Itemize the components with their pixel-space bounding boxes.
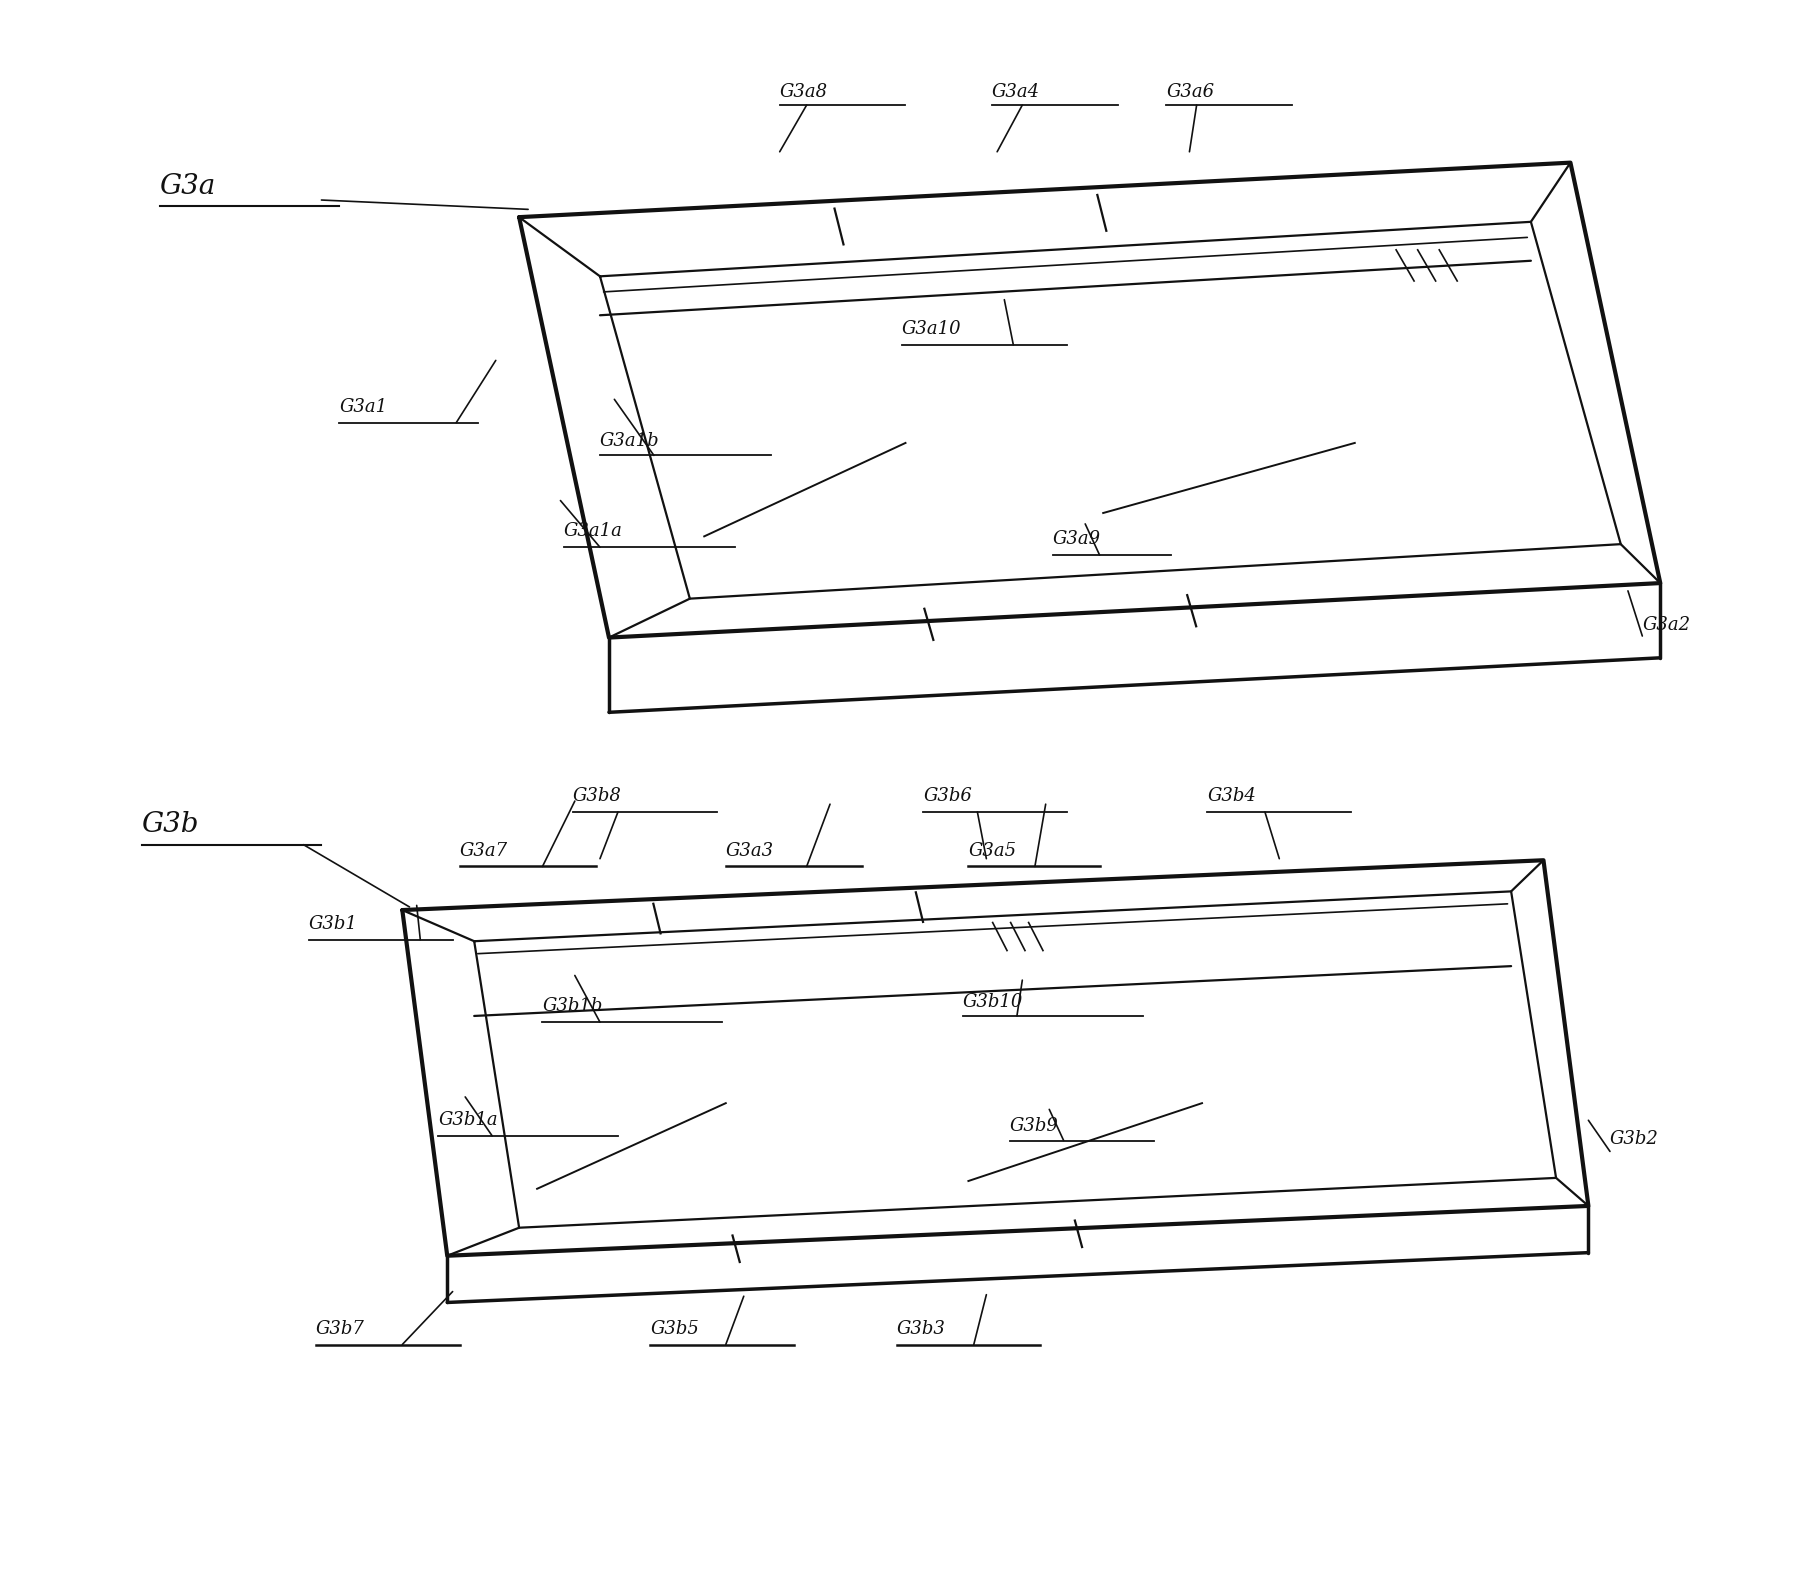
Text: G3b10: G3b10	[963, 993, 1023, 1010]
Text: G3b9: G3b9	[1011, 1117, 1059, 1136]
Text: G3b5: G3b5	[650, 1320, 699, 1337]
Text: G3b7: G3b7	[317, 1320, 366, 1337]
Text: G3a9: G3a9	[1052, 529, 1101, 548]
Text: G3b1a: G3b1a	[438, 1111, 498, 1130]
Text: G3b: G3b	[141, 811, 199, 839]
Text: G3b8: G3b8	[572, 787, 621, 804]
Text: G3a8: G3a8	[781, 83, 828, 101]
Text: G3b2: G3b2	[1610, 1130, 1659, 1148]
Text: G3a4: G3a4	[992, 83, 1040, 101]
Text: G3a10: G3a10	[902, 320, 962, 338]
Text: G3a3: G3a3	[726, 842, 773, 859]
Text: G3b3: G3b3	[896, 1320, 945, 1337]
Text: G3a1b: G3a1b	[599, 432, 659, 449]
Text: G3a1a: G3a1a	[563, 523, 623, 540]
Text: G3b6: G3b6	[924, 787, 973, 804]
Text: G3b4: G3b4	[1208, 787, 1257, 804]
Text: G3a5: G3a5	[969, 842, 1016, 859]
Text: G3a1: G3a1	[339, 397, 388, 416]
Text: G3a7: G3a7	[460, 842, 507, 859]
Text: G3b1b: G3b1b	[543, 998, 603, 1015]
Text: G3a: G3a	[159, 173, 216, 200]
Text: G3a2: G3a2	[1643, 616, 1690, 633]
Text: G3a6: G3a6	[1166, 83, 1213, 101]
Text: G3b1: G3b1	[310, 914, 359, 933]
